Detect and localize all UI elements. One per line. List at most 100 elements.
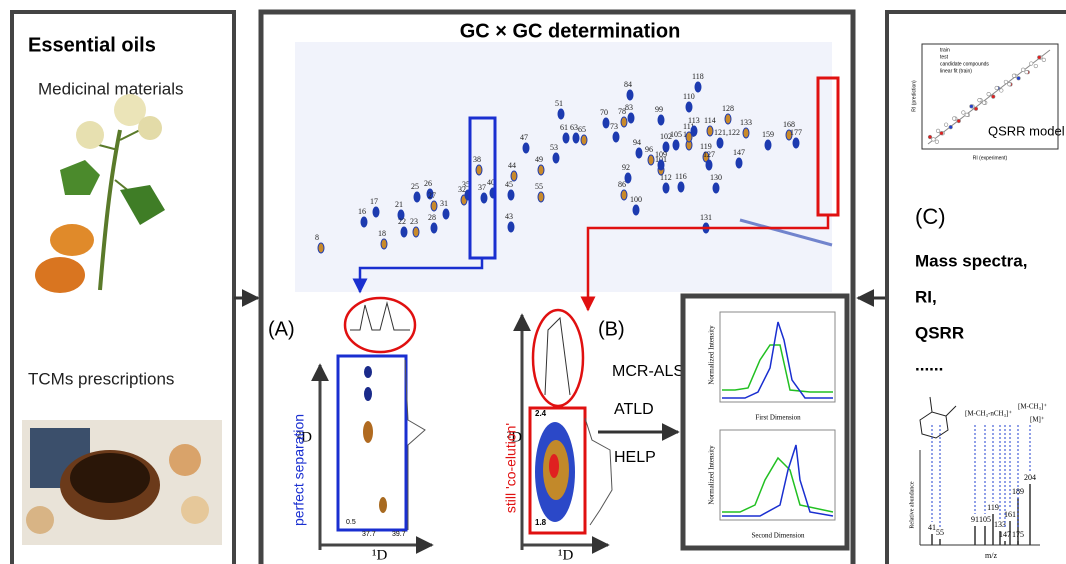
- peak-spot: [380, 238, 388, 250]
- peak-circle: [343, 296, 417, 354]
- peak-label: 84: [624, 80, 632, 89]
- peak-label: 47: [520, 133, 528, 142]
- scatter-point: [1016, 76, 1021, 81]
- left-panel: [10, 10, 236, 564]
- peak-spot: [620, 189, 628, 201]
- peak-label: 130: [710, 173, 722, 182]
- peak-spot: [400, 226, 408, 238]
- ms-peak-label: 41: [928, 523, 936, 532]
- peak-label: 147: [733, 148, 745, 157]
- axis-label: RI (prediction): [911, 80, 917, 112]
- item: QSRR: [915, 323, 964, 342]
- peak-spot: [785, 129, 793, 141]
- peak-label: 27: [428, 191, 436, 200]
- peak-label: 61: [560, 123, 568, 132]
- scatter-point: [956, 118, 961, 124]
- peak-label: 128: [722, 104, 734, 113]
- curve: [722, 344, 833, 393]
- peak-label: 37: [478, 183, 486, 192]
- scatter-point: [969, 104, 974, 109]
- curve: [722, 321, 833, 399]
- peak-spot: [647, 154, 655, 166]
- peak-label: 113: [688, 116, 700, 125]
- blue-arrow: [352, 258, 484, 294]
- axis-label: Relative abundance: [909, 481, 915, 528]
- axis-label: ²D: [507, 429, 522, 445]
- peak-spot: [562, 132, 570, 144]
- left-subtitle: TCMs prescriptions: [28, 369, 174, 388]
- peak-spot: [764, 139, 772, 151]
- scatter-point: [948, 125, 953, 130]
- peak-label: 99: [655, 105, 663, 114]
- axis-label: RI (experiment): [973, 155, 1008, 161]
- peak-spot: [507, 221, 515, 233]
- peak-spot: [580, 134, 588, 146]
- molecule: [919, 396, 957, 439]
- scatter-point: [991, 94, 996, 99]
- peak-spot: [657, 114, 665, 126]
- tick-label: 37.7: [362, 531, 376, 538]
- peak-spot: [372, 206, 380, 218]
- peak-spot: [624, 172, 632, 184]
- profile-trace: [404, 359, 426, 530]
- axis-label: Normalized Intensity: [708, 325, 716, 385]
- blue-zoom: [336, 354, 408, 532]
- scatter-point: [1021, 67, 1026, 72]
- peak-circle: [531, 308, 585, 408]
- scatter-point: [981, 100, 987, 105]
- peak-label: 92: [622, 163, 630, 172]
- baseline-streak: [739, 218, 833, 247]
- peak-spot: [662, 141, 670, 153]
- peak-label: 100: [630, 195, 642, 204]
- peak-label: 49: [535, 155, 543, 164]
- scatter-point: [935, 128, 941, 133]
- peak-spot: [572, 132, 580, 144]
- peak-label: 119: [700, 142, 712, 151]
- label-bg: [985, 124, 1057, 140]
- peak-label: 63: [570, 123, 578, 132]
- peak-spot: [430, 222, 438, 234]
- scatter-point: [986, 92, 991, 97]
- zoom-spots: [363, 366, 387, 513]
- profile-trace: [584, 417, 613, 526]
- ms-peak-label: 161: [1004, 510, 1016, 519]
- plot-frame: [719, 311, 836, 403]
- scatter-point: [961, 110, 966, 115]
- scatter-point: [952, 116, 957, 121]
- legend-entry: linear fit (train): [940, 68, 972, 74]
- legend-entry: train: [940, 47, 950, 53]
- method: ATLD: [614, 401, 654, 418]
- method: MCR-ALS: [612, 363, 684, 380]
- scatter-point: [1011, 73, 1017, 78]
- peak-spot: [480, 192, 488, 204]
- peak-spot: [685, 101, 693, 113]
- peak-label: 65: [578, 125, 586, 134]
- peak-label: 28: [428, 213, 436, 222]
- peak-label: 26: [424, 179, 432, 188]
- chromatogram: [295, 42, 832, 292]
- peak-label: 35: [462, 180, 470, 189]
- peak-label: 78: [618, 107, 626, 116]
- prescription-illustration: [22, 420, 222, 545]
- ms-peak-label: 133: [994, 520, 1006, 529]
- axis-label: ¹D: [372, 547, 387, 563]
- peak-label: 131: [700, 213, 712, 222]
- curve: [722, 444, 834, 517]
- item: ......: [915, 355, 943, 374]
- scatter-point: [1037, 55, 1042, 60]
- peak-spot: [510, 170, 518, 182]
- peak-spot: [627, 112, 635, 124]
- peak-spot: [537, 191, 545, 203]
- scatter-point: [977, 98, 982, 103]
- peak-trace: [544, 316, 571, 396]
- middle-panel: [258, 9, 856, 564]
- peak-label: 16: [358, 207, 366, 216]
- tick-label: 0.5: [346, 519, 356, 526]
- scatter-point: [999, 88, 1004, 93]
- peak-label: 111: [683, 122, 694, 131]
- scatter-point: [939, 131, 944, 136]
- peak-label: 96: [645, 145, 653, 154]
- ms-peak-label: 55: [936, 528, 944, 537]
- results-box: [680, 293, 850, 551]
